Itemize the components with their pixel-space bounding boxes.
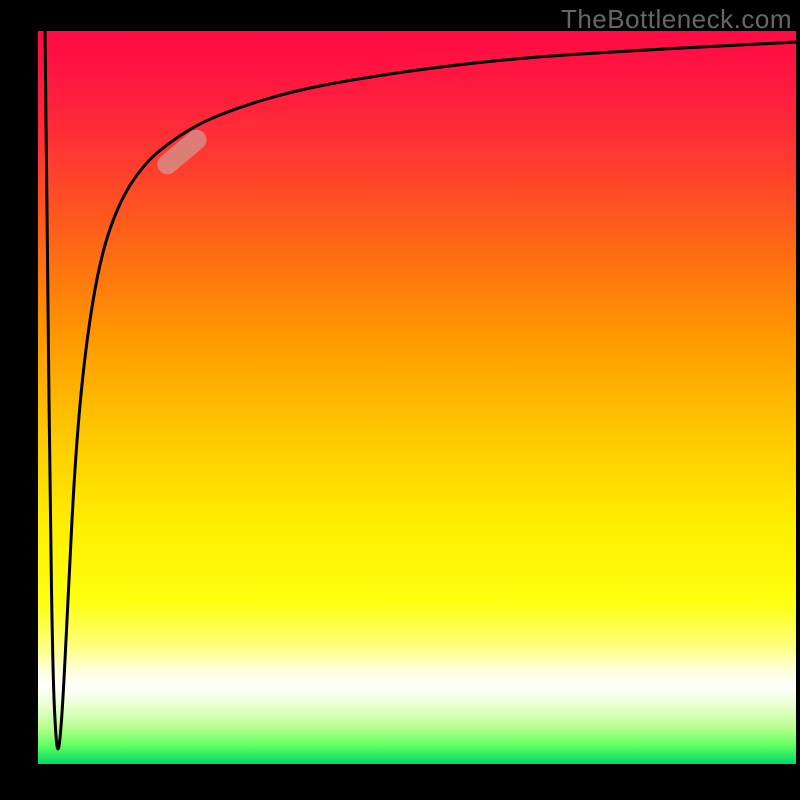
plot-background: [38, 31, 796, 764]
bottleneck-chart: [0, 0, 800, 800]
watermark-text: TheBottleneck.com: [561, 4, 792, 35]
chart-canvas: TheBottleneck.com: [0, 0, 800, 800]
